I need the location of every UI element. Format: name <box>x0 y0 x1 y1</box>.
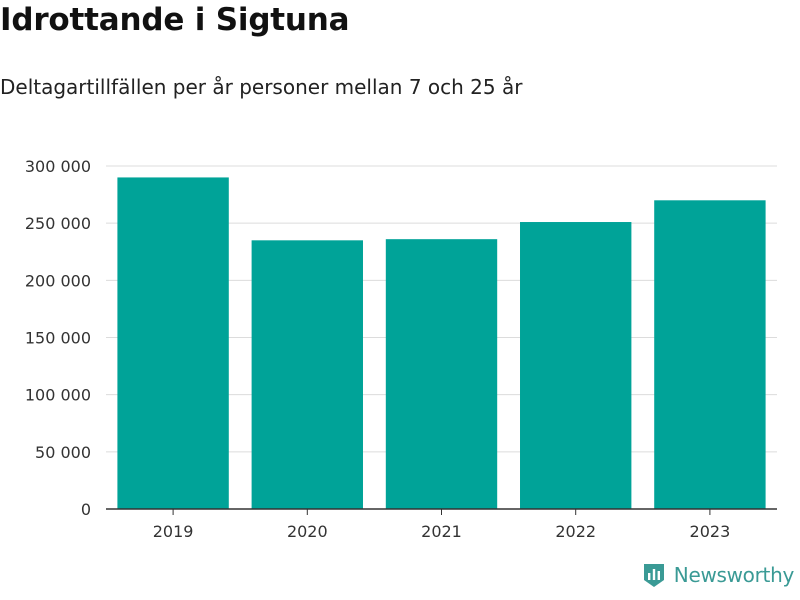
newsworthy-brand: Newsworthy <box>642 562 794 588</box>
x-tick-label: 2020 <box>287 522 328 541</box>
y-tick-label: 200 000 <box>25 271 91 290</box>
y-tick-label: 100 000 <box>25 386 91 405</box>
x-tick-label: 2022 <box>555 522 596 541</box>
x-tick-label: 2023 <box>690 522 731 541</box>
bar-2021 <box>386 239 497 509</box>
newsworthy-logo-icon <box>642 562 666 588</box>
y-tick-label: 150 000 <box>25 329 91 348</box>
y-tick-label: 300 000 <box>25 157 91 176</box>
x-tick-label: 2021 <box>421 522 462 541</box>
y-tick-label: 50 000 <box>35 443 91 462</box>
bar-2020 <box>252 240 363 509</box>
x-tick-label: 2019 <box>153 522 194 541</box>
bar-2022 <box>520 222 631 509</box>
bar-2023 <box>654 200 765 509</box>
y-tick-label: 250 000 <box>25 214 91 233</box>
y-tick-label: 0 <box>81 500 91 519</box>
brand-name: Newsworthy <box>674 563 794 587</box>
bar-2019 <box>117 177 228 509</box>
bars <box>117 177 765 509</box>
